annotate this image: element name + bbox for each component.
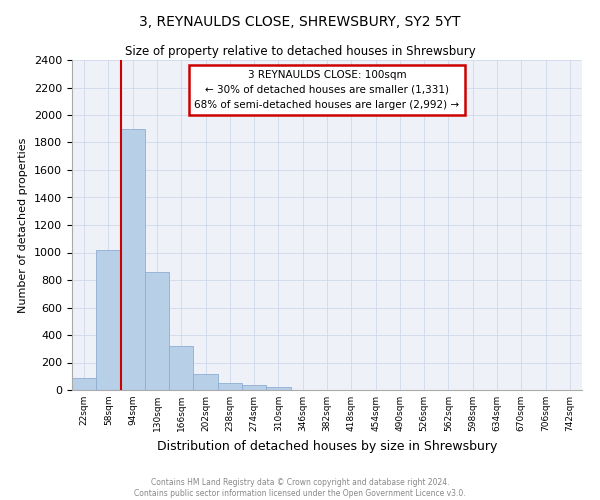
Bar [72,378,96,390]
Bar [96,250,121,390]
Bar [218,383,242,390]
Text: Size of property relative to detached houses in Shrewsbury: Size of property relative to detached ho… [125,45,475,58]
Bar [121,128,145,390]
Bar [145,272,169,390]
X-axis label: Distribution of detached houses by size in Shrewsbury: Distribution of detached houses by size … [157,440,497,452]
Bar [169,346,193,390]
Bar [242,384,266,390]
Y-axis label: Number of detached properties: Number of detached properties [19,138,28,312]
Text: 3 REYNAULDS CLOSE: 100sqm
← 30% of detached houses are smaller (1,331)
68% of se: 3 REYNAULDS CLOSE: 100sqm ← 30% of detac… [194,70,460,110]
Bar [193,374,218,390]
Text: 3, REYNAULDS CLOSE, SHREWSBURY, SY2 5YT: 3, REYNAULDS CLOSE, SHREWSBURY, SY2 5YT [139,15,461,29]
Text: Contains HM Land Registry data © Crown copyright and database right 2024.
Contai: Contains HM Land Registry data © Crown c… [134,478,466,498]
Bar [266,386,290,390]
